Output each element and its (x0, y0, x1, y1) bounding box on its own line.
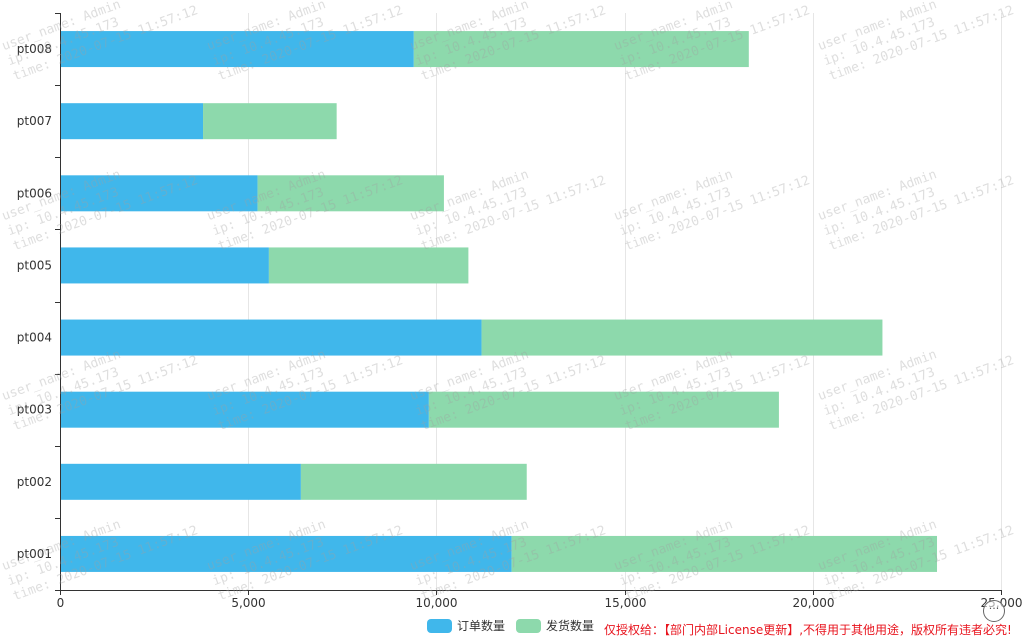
bar-pt008-series-1 (60, 31, 414, 68)
bar-pt005-series-2 (268, 247, 469, 284)
more-icon[interactable]: ··· (983, 600, 1005, 622)
x-tick-label: 20,000 (793, 596, 835, 610)
bar-pt007-series-2 (203, 103, 337, 140)
y-tick-label: pt004 (17, 331, 52, 345)
y-axis: pt001 pt002 pt003 pt004 pt005 pt006 pt007 pt008 (17, 13, 61, 591)
bars (60, 31, 938, 572)
bar-pt007-series-1 (60, 103, 204, 140)
legend-swatch (427, 619, 452, 633)
legend-swatch (516, 619, 541, 633)
y-tick-label: pt008 (17, 42, 52, 56)
y-tick-label: pt001 (17, 547, 52, 561)
license-notice: 仅授权给：【部门内部License更新】,不得用于其他用途，版权所有违者必究! (604, 623, 1012, 637)
y-tick-label: pt006 (17, 186, 52, 200)
bar-pt004-series-2 (481, 319, 883, 356)
bar-pt008-series-2 (413, 31, 749, 68)
bar-pt001-series-2 (511, 535, 938, 572)
legend-label: 发货数量 (546, 618, 594, 633)
bar-pt004-series-1 (60, 319, 482, 356)
bar-pt002-series-2 (300, 463, 527, 500)
legend-item: 订单数量 (427, 618, 505, 633)
bar-pt006-series-1 (60, 175, 258, 212)
bar-pt003-series-1 (60, 391, 429, 428)
y-tick-label: pt005 (17, 258, 52, 272)
x-tick-label: 15,000 (605, 596, 647, 610)
legend-label: 订单数量 (457, 618, 505, 633)
y-tick-label: pt007 (17, 114, 52, 128)
y-tick-label: pt003 (17, 403, 52, 417)
bar-pt003-series-2 (428, 391, 779, 428)
bar-pt001-series-1 (60, 535, 512, 572)
x-tick-label: 5,000 (231, 596, 265, 610)
grid-lines (248, 13, 1002, 590)
bar-pt006-series-2 (257, 175, 444, 212)
bar-pt002-series-1 (60, 463, 301, 500)
x-tick-label: 0 (57, 596, 65, 610)
y-tick-label: pt002 (17, 475, 52, 489)
bar-pt005-series-1 (60, 247, 269, 284)
legend-item: 发货数量 (516, 618, 594, 633)
x-tick-label: 10,000 (416, 596, 458, 610)
legend: 订单数量 发货数量 (427, 618, 594, 633)
